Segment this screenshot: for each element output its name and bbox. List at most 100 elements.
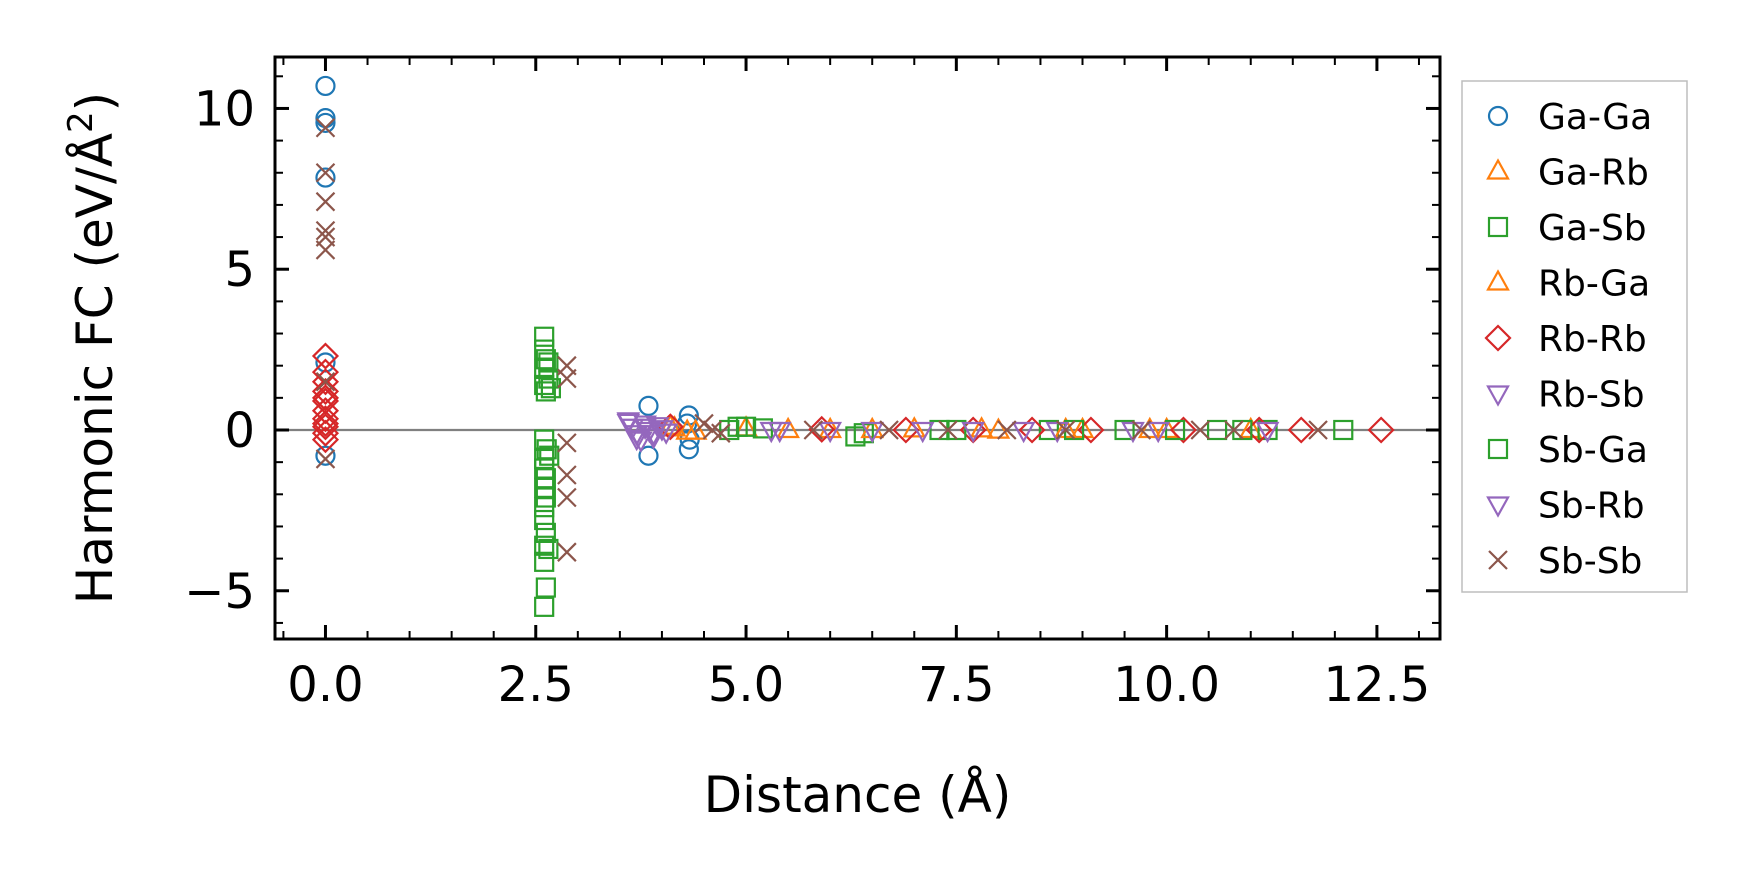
legend-marker-sb-rb <box>1486 496 1510 518</box>
point-sb-sb <box>315 191 336 212</box>
x-axis-label: Distance (Å) <box>704 766 1012 824</box>
point-sb-ga <box>540 378 561 399</box>
point-ga-ga <box>315 352 336 373</box>
point-sb-sb <box>315 162 336 183</box>
point-sb-rb <box>633 418 657 441</box>
point-ga-sb <box>1206 419 1228 441</box>
point-sb-rb <box>860 421 885 444</box>
point-rb-rb <box>656 413 684 441</box>
point-ga-sb <box>1333 419 1354 441</box>
point-sb-ga <box>719 419 740 441</box>
point-rb-ga <box>776 416 800 439</box>
point-sb-rb <box>616 413 641 436</box>
point-rb-rb <box>311 426 340 454</box>
point-sb-sb <box>1308 420 1328 440</box>
legend-marker-rb-ga <box>1486 269 1510 291</box>
point-sb-sb <box>694 413 714 434</box>
legend-label-rb-sb: Rb-Sb <box>1538 375 1645 416</box>
point-rb-rb <box>311 419 340 447</box>
point-ga-sb <box>535 522 556 543</box>
legend: Ga-Ga Ga-Rb Ga-Sb Rb-Ga Rb-Rb Rb-Sb Sb-Ga Sb-Rb… <box>1461 80 1688 593</box>
point-sb-ga <box>539 445 560 466</box>
point-sb-sb <box>557 433 577 453</box>
point-rb-sb <box>1011 421 1036 444</box>
x-tick-label: 10.0 <box>1113 657 1220 713</box>
point-sb-sb <box>938 420 958 440</box>
point-rb-rb <box>311 358 340 386</box>
legend-label-ga-ga: Ga-Ga <box>1538 97 1652 138</box>
y-tick-label: 10 <box>194 81 255 137</box>
legend-label-sb-rb: Sb-Rb <box>1538 486 1645 527</box>
point-rb-ga <box>683 418 708 440</box>
legend-label-ga-sb: Ga-Sb <box>1538 208 1647 249</box>
point-sb-sb <box>1190 420 1211 440</box>
point-rb-rb <box>311 405 340 433</box>
legend-label-rb-rb: Rb-Rb <box>1538 319 1647 360</box>
point-ga-sb <box>534 326 555 347</box>
point-ga-sb <box>1038 419 1059 441</box>
y-axis-label-main: Harmonic FC (eV/Å <box>66 133 124 604</box>
point-ga-sb <box>534 596 555 617</box>
point-rb-ga <box>969 416 994 438</box>
legend-label-sb-sb: Sb-Sb <box>1538 541 1642 582</box>
point-ga-sb <box>538 538 559 560</box>
point-sb-sb <box>997 420 1017 440</box>
point-sb-rb <box>650 420 674 442</box>
point-rb-sb <box>910 421 935 444</box>
point-sb-ga <box>538 352 559 373</box>
point-sb-sb <box>315 240 336 260</box>
legend-label-rb-ga: Rb-Ga <box>1538 264 1650 305</box>
point-ga-sb <box>534 509 555 531</box>
x-tick-label: 2.5 <box>498 657 574 713</box>
y-tick-label: 0 <box>224 403 255 459</box>
series-sb-sb <box>315 117 1328 562</box>
point-sb-sb <box>315 449 336 469</box>
x-tick-label: 12.5 <box>1323 657 1430 713</box>
point-sb-sb <box>803 420 824 440</box>
point-sb-rb <box>624 429 649 452</box>
point-rb-rb <box>1169 416 1198 444</box>
point-ga-ga <box>638 445 659 466</box>
point-sb-rb <box>961 421 986 444</box>
point-ga-ga <box>315 167 336 188</box>
legend-box <box>1461 80 1688 593</box>
point-ga-sb <box>535 381 556 402</box>
point-ga-ga <box>315 75 336 97</box>
point-ga-sb <box>534 374 555 396</box>
point-rb-rb <box>311 377 340 405</box>
point-ga-sb <box>534 551 555 572</box>
point-sb-sb <box>315 117 336 138</box>
point-ga-sb <box>534 497 555 518</box>
point-rb-rb <box>311 413 340 441</box>
point-rb-rb <box>1367 416 1395 444</box>
point-ga-rb <box>902 416 927 438</box>
x-tick-label: 7.5 <box>918 657 994 713</box>
legend-marker-ga-sb <box>1487 216 1509 238</box>
legend-marker-ga-rb <box>1486 158 1510 180</box>
y-axis-label-sup: 2 <box>61 111 101 133</box>
point-ga-ga <box>315 112 336 134</box>
point-sb-sb <box>557 368 577 389</box>
point-sb-sb <box>315 371 336 392</box>
legend-marker-ga-ga <box>1487 105 1509 127</box>
point-sb-rb <box>1146 421 1171 444</box>
point-sb-sb <box>711 423 731 443</box>
point-rb-rb <box>311 368 340 396</box>
point-rb-rb <box>311 384 340 412</box>
y-tick-label: 5 <box>224 242 255 298</box>
legend-label-sb-ga: Sb-Ga <box>1538 430 1648 471</box>
point-ga-rb <box>818 416 843 439</box>
x-tick-label: 5.0 <box>708 657 784 713</box>
point-sb-sb <box>557 487 577 508</box>
y-tick-label: −5 <box>184 564 255 620</box>
point-ga-ga <box>638 395 659 416</box>
point-ga-sb <box>1114 419 1135 441</box>
legend-marker-rb-rb <box>1484 324 1512 352</box>
legend-marker-sb-ga <box>1487 438 1509 460</box>
point-rb-sb <box>629 431 653 453</box>
point-sb-ga <box>1164 419 1186 441</box>
y-axis-label-close: ) <box>66 92 124 112</box>
point-sb-sb <box>879 420 899 440</box>
point-rb-sb <box>818 421 843 444</box>
